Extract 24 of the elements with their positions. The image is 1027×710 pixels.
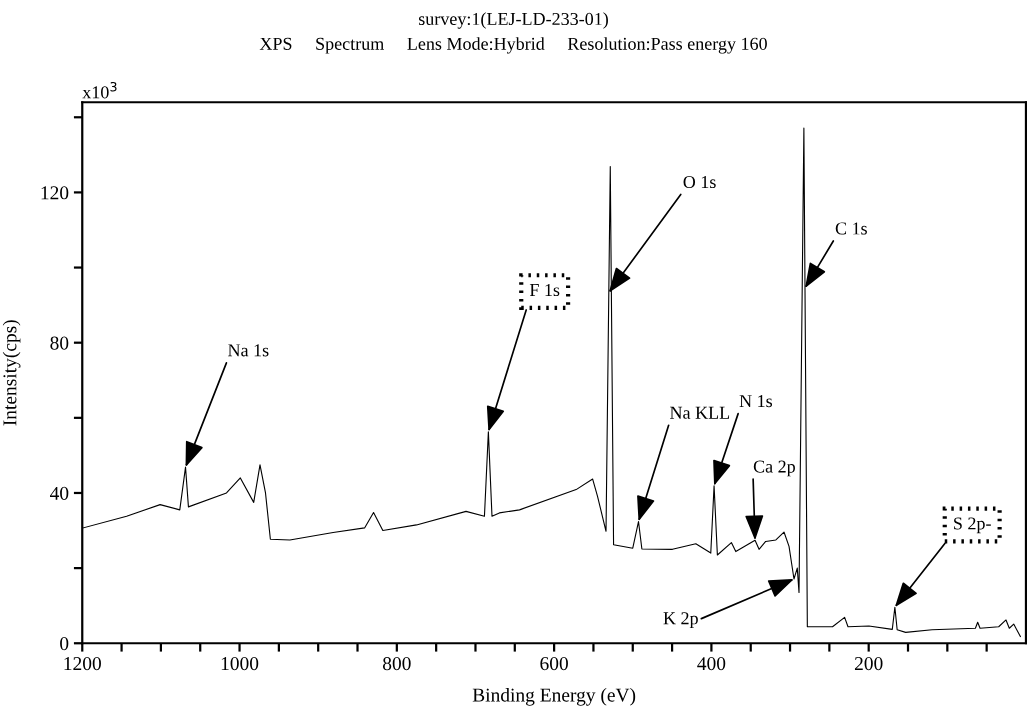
- chart-subtitle: XPS Spectrum Lens Mode:Hybrid Resolution:Pass energy 160: [259, 37, 767, 54]
- x-tick-label: 1000: [221, 657, 259, 671]
- chart-title: survey:1(LEJ-LD-233-01): [418, 12, 608, 29]
- annotation: S 2p-: [954, 517, 991, 534]
- x-tick-label: 400: [697, 657, 726, 671]
- y-tick-label: 120: [41, 186, 69, 200]
- y-tick-label: 0: [60, 637, 69, 651]
- x-tick-label: 800: [382, 657, 411, 671]
- x-tick-label: 200: [854, 657, 883, 671]
- x-tick-label: 1200: [64, 657, 101, 671]
- annotation: O 1s: [683, 175, 716, 189]
- annotation: K 2p: [663, 612, 698, 629]
- x-tick-label: 600: [540, 657, 568, 671]
- y-tick-label: 40: [50, 486, 69, 500]
- annotation: F 1s: [529, 283, 560, 297]
- x-axis-title: Binding Energy (eV): [472, 687, 636, 706]
- annotation: Na KLL: [670, 406, 730, 419]
- y-tick-label: 80: [50, 336, 69, 350]
- annotation: Ca 2p: [753, 460, 795, 477]
- y-axis-title: Intensity(cps): [2, 320, 21, 426]
- annotation: N 1s: [739, 395, 773, 408]
- text: x10$^{3}$: [82, 81, 117, 99]
- annotation: C 1s: [835, 222, 867, 235]
- annotation: Na 1s: [228, 344, 269, 357]
